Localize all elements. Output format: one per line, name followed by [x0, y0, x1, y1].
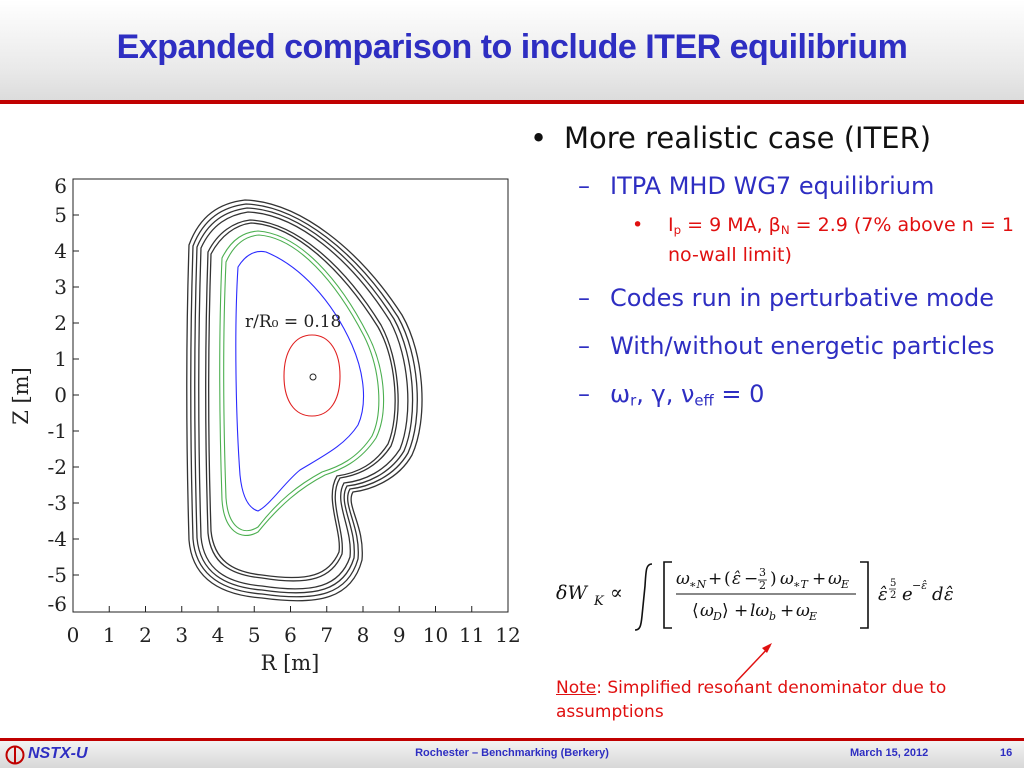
svg-text:+: + [708, 569, 722, 589]
title-divider [0, 100, 1024, 104]
x-tick-label: 9 [393, 623, 406, 647]
svg-text:ε̂: ε̂ [732, 569, 741, 589]
y-tick-label: 0 [54, 383, 67, 407]
svg-text:2: 2 [759, 579, 766, 592]
x-axis-label: R [m] [261, 651, 320, 675]
svg-text:D: D [712, 610, 722, 623]
y-tick-label: -4 [48, 527, 67, 551]
bullet-list: • More realistic case (ITER) – ITPA MHD … [520, 118, 1020, 414]
svg-text:2: 2 [890, 590, 896, 601]
x-tick-label: 1 [103, 623, 116, 647]
svg-text:lω: lω [750, 601, 769, 621]
svg-text:(: ( [724, 569, 731, 589]
page-number: 16 [1000, 747, 1013, 759]
title-bar [0, 0, 1024, 100]
x-tick-label: 8 [357, 623, 370, 647]
svg-text:⟨: ⟨ [692, 601, 699, 621]
svg-text:b: b [769, 610, 776, 623]
plot-annotation: r/R₀ = 0.18 [245, 312, 341, 332]
y-ticks [73, 214, 79, 576]
y-tick-label: -6 [48, 592, 67, 616]
svg-text:ω: ω [828, 569, 842, 589]
x-tick-label: 0 [67, 623, 80, 647]
x-tick-label: 2 [139, 623, 152, 647]
y-tick-label: 1 [54, 347, 67, 371]
flux-surface-blue [235, 250, 365, 512]
magnetic-axis-marker [309, 373, 317, 381]
x-tick-label: 12 [495, 623, 520, 647]
bullet-dash: – [578, 332, 590, 360]
svg-text:E: E [840, 578, 849, 591]
x-tick-label: 6 [284, 623, 297, 647]
y-tick-label: -1 [48, 419, 67, 443]
x-tick-label: 10 [423, 623, 448, 647]
bullet-dash: – [578, 380, 590, 408]
bullet-main: • More realistic case (ITER) [520, 118, 1020, 158]
y-tick-label: 3 [54, 275, 67, 299]
svg-text:∗N: ∗N [689, 578, 706, 591]
svg-text:ω: ω [780, 569, 794, 589]
plot-frame [72, 178, 509, 613]
svg-text:∗T: ∗T [793, 578, 809, 591]
x-tick-label: 3 [175, 623, 188, 647]
svg-text:ω: ω [700, 601, 714, 621]
svg-text:ε̂: ε̂ [878, 584, 888, 605]
bullet-sub-equilibrium: – ITPA MHD WG7 equilibrium [520, 166, 1020, 206]
bullet-dash: – [578, 284, 590, 312]
flux-surface-red [283, 334, 341, 417]
x-tick-label: 5 [248, 623, 261, 647]
y-tick-label: 2 [54, 311, 67, 335]
svg-text:−: − [744, 569, 758, 589]
y-tick-label: 4 [54, 239, 67, 263]
x-tick-label: 11 [459, 623, 484, 647]
x-ticks [108, 606, 473, 612]
y-tick-label: 5 [54, 203, 67, 227]
footer-presentation: Rochester – Benchmarking (Berkery) [415, 747, 609, 759]
footer-date: March 15, 2012 [850, 747, 929, 759]
y-axis-label: Z [m] [9, 367, 33, 425]
svg-text:−ε̂: −ε̂ [912, 579, 927, 592]
bullet-dash: – [578, 172, 590, 200]
svg-text:5: 5 [890, 578, 896, 589]
note-text: Note: Simplified resonant denominator du… [556, 678, 947, 722]
svg-text:K: K [593, 594, 605, 609]
svg-text:ω: ω [676, 569, 690, 589]
bullet-sub-perturbative: – Codes run in perturbative mode [520, 278, 1020, 318]
vessel-wall [186, 199, 423, 602]
svg-text:E: E [808, 610, 817, 623]
y-tick-label: -3 [48, 491, 67, 515]
svg-text:3: 3 [759, 566, 766, 579]
footer-divider [0, 738, 1024, 741]
nstx-logo-text: NSTX-U [28, 745, 88, 762]
x-tick-label: 4 [212, 623, 225, 647]
bullet-dot: • [632, 214, 644, 236]
svg-text:∝: ∝ [610, 582, 623, 604]
bullet-sub-frequencies: – ωr, γ, νeff = 0 [520, 374, 1020, 414]
svg-text:ε̂: ε̂ [944, 584, 954, 605]
y-tick-label: -2 [48, 455, 67, 479]
svg-text:d: d [932, 584, 944, 605]
svg-text:e: e [902, 584, 913, 605]
svg-text:⟩: ⟩ [722, 601, 729, 621]
svg-text:): ) [770, 569, 777, 589]
bullet-dot: • [530, 121, 548, 155]
x-tick-label: 7 [320, 623, 333, 647]
svg-text:+: + [734, 601, 748, 621]
equilibrium-plot: 0 1 2 3 4 5 6 7 8 9 10 11 12 6 5 4 3 2 1… [9, 174, 521, 675]
flux-surface-green [219, 230, 385, 536]
bullet-sub-energetic: – With/without energetic particles [520, 326, 1020, 366]
bullet-detail-parameters: • Ip = 9 MA, βN = 2.9 (7% above n = 1 no… [520, 210, 1020, 270]
svg-text:δW: δW [556, 582, 588, 604]
svg-text:ω: ω [796, 601, 810, 621]
svg-text:+: + [812, 569, 826, 589]
y-tick-label: -5 [48, 563, 67, 587]
slide-title: Expanded comparison to include ITER equi… [116, 28, 908, 66]
footer: NSTX-U Rochester – Benchmarking (Berkery… [0, 741, 1024, 768]
nstx-logo-icon [5, 745, 25, 765]
svg-text:+: + [780, 601, 794, 621]
y-tick-label: 6 [54, 174, 67, 198]
